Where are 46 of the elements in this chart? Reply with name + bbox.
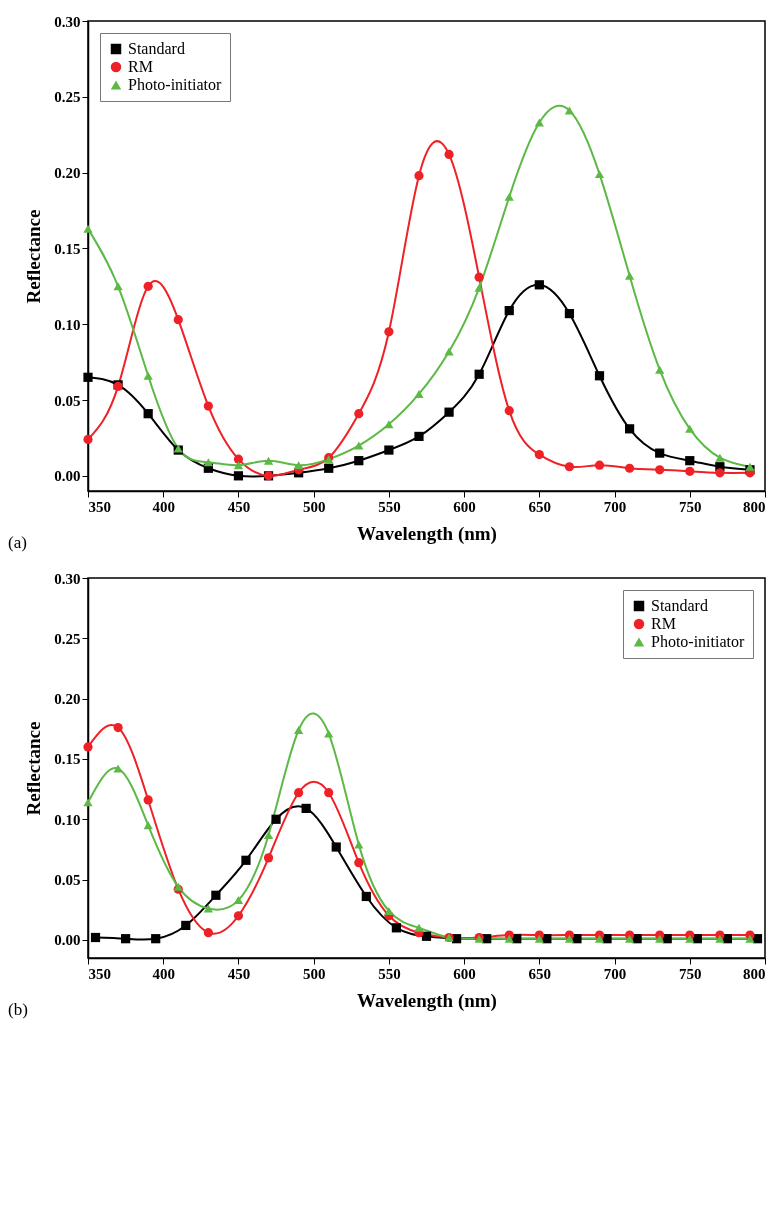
x-tick-label: 350 <box>88 498 111 515</box>
x-axis-title: Wavelength (nm) <box>357 522 497 545</box>
x-tick-label: 550 <box>378 498 401 515</box>
x-tick-label: 500 <box>302 498 326 515</box>
legend-label: RM <box>128 58 153 75</box>
y-tick-label: 0.10 <box>54 811 81 828</box>
legend-label: RM <box>651 615 676 632</box>
x-tick-label: 400 <box>152 965 175 982</box>
legend-label: Photo-initiator <box>651 633 745 650</box>
y-axis-title: Reflectance <box>23 209 45 304</box>
y-tick-label: 0.25 <box>54 630 81 647</box>
legend-label: Photo-initiator <box>128 76 222 93</box>
y-tick-label: 0.05 <box>54 392 81 409</box>
x-tick-label: 400 <box>152 498 175 515</box>
x-tick-label: 550 <box>378 965 401 982</box>
text: (b) <box>8 1000 28 1019</box>
x-tick-label: 750 <box>679 498 702 515</box>
y-tick-label: 0.30 <box>54 570 81 587</box>
x-tick-label: 450 <box>227 965 251 982</box>
legend-label: Standard <box>651 597 708 614</box>
x-tick-label: 650 <box>528 498 552 515</box>
x-tick-label: 700 <box>603 965 627 982</box>
y-tick-label: 0.15 <box>54 751 81 768</box>
y-tick-label: 0.05 <box>54 872 81 889</box>
y-tick-label: 0.00 <box>54 468 81 485</box>
x-tick-label: 450 <box>227 498 251 515</box>
x-tick-label: 800 <box>743 498 766 515</box>
text: (a) <box>8 533 27 552</box>
y-tick-label: 0.10 <box>54 316 81 333</box>
y-tick-label: 0.20 <box>54 691 81 708</box>
y-tick-label: 0.25 <box>54 89 81 106</box>
x-axis-title: Wavelength (nm) <box>357 989 497 1012</box>
x-tick-label: 700 <box>603 498 627 515</box>
x-tick-label: 600 <box>453 965 476 982</box>
y-tick-label: 0.15 <box>54 240 81 257</box>
x-tick-label: 500 <box>302 965 326 982</box>
x-tick-label: 800 <box>743 965 766 982</box>
x-tick-label: 750 <box>679 965 702 982</box>
y-axis-title: Reflectance <box>23 721 45 816</box>
y-tick-label: 0.00 <box>54 932 81 949</box>
x-tick-label: 650 <box>528 965 552 982</box>
x-tick-label: 600 <box>453 498 476 515</box>
y-tick-label: 0.20 <box>54 165 81 182</box>
x-tick-label: 350 <box>88 965 111 982</box>
legend-label: Standard <box>128 40 185 57</box>
y-tick-label: 0.30 <box>54 13 81 30</box>
